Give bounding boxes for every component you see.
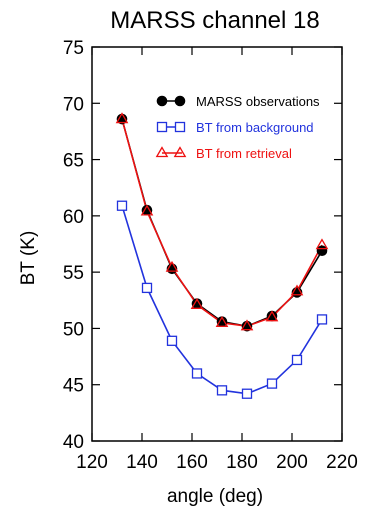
x-tick-label: 140 [126,452,158,473]
legend-label: MARSS observations [196,94,320,109]
data-point [240,319,254,331]
data-point [265,310,279,322]
x-tick-label: 120 [76,452,108,473]
legend-marker [174,95,186,107]
series-line [121,205,323,395]
data-point [140,204,154,216]
data-point [316,314,328,325]
x-tick-label: 180 [226,452,258,473]
data-point [290,284,304,296]
legend: MARSS observations BT from background BT f… [155,94,320,161]
legend-label: BT from retrieval [196,146,292,161]
data-point [266,378,278,389]
data-point [190,297,204,309]
data-point [141,282,153,294]
y-tick-label: 70 [63,94,84,115]
y-axis-label: BT (K) [18,231,39,286]
y-tick-label: 40 [63,432,84,453]
axis-ticks: 120 140 160 180 200 220 40 45 50 55 60 65 70 75 [63,38,358,473]
series-1 [121,205,323,395]
data-point [165,260,179,272]
data-point [316,245,328,257]
plot-frame [91,46,343,442]
legend-marker [174,121,186,133]
legend-entry: BT from background [156,120,314,135]
y-tick-label: 45 [63,376,84,397]
legend-marker [173,146,187,158]
legend-marker [155,146,169,158]
data-point [191,368,203,379]
x-tick-label: 200 [276,452,308,473]
y-tick-label: 50 [63,319,84,340]
y-tick-label: 55 [63,263,84,284]
series-markers-1 [116,200,328,399]
legend-label: BT from background [196,120,314,135]
series-layer [115,112,329,399]
data-point [116,200,128,211]
data-point [315,238,329,250]
data-point [216,385,228,396]
x-axis-label: angle (deg) [167,486,263,507]
data-point [291,354,303,366]
legend-marker [156,121,168,133]
y-tick-label: 65 [63,151,84,172]
data-point [241,388,253,399]
data-point [115,112,129,124]
data-point [215,316,229,327]
series-markers-2 [115,112,329,331]
y-tick-label: 75 [63,38,84,59]
legend-entry: MARSS observations [156,94,320,109]
legend-marker [156,95,168,107]
chart-title: MARSS channel 18 [110,7,319,34]
legend-entry: BT from retrieval [155,146,292,161]
x-tick-label: 220 [326,452,358,473]
x-tick-label: 160 [176,452,208,473]
y-tick-label: 60 [63,207,84,228]
data-point [166,335,178,346]
